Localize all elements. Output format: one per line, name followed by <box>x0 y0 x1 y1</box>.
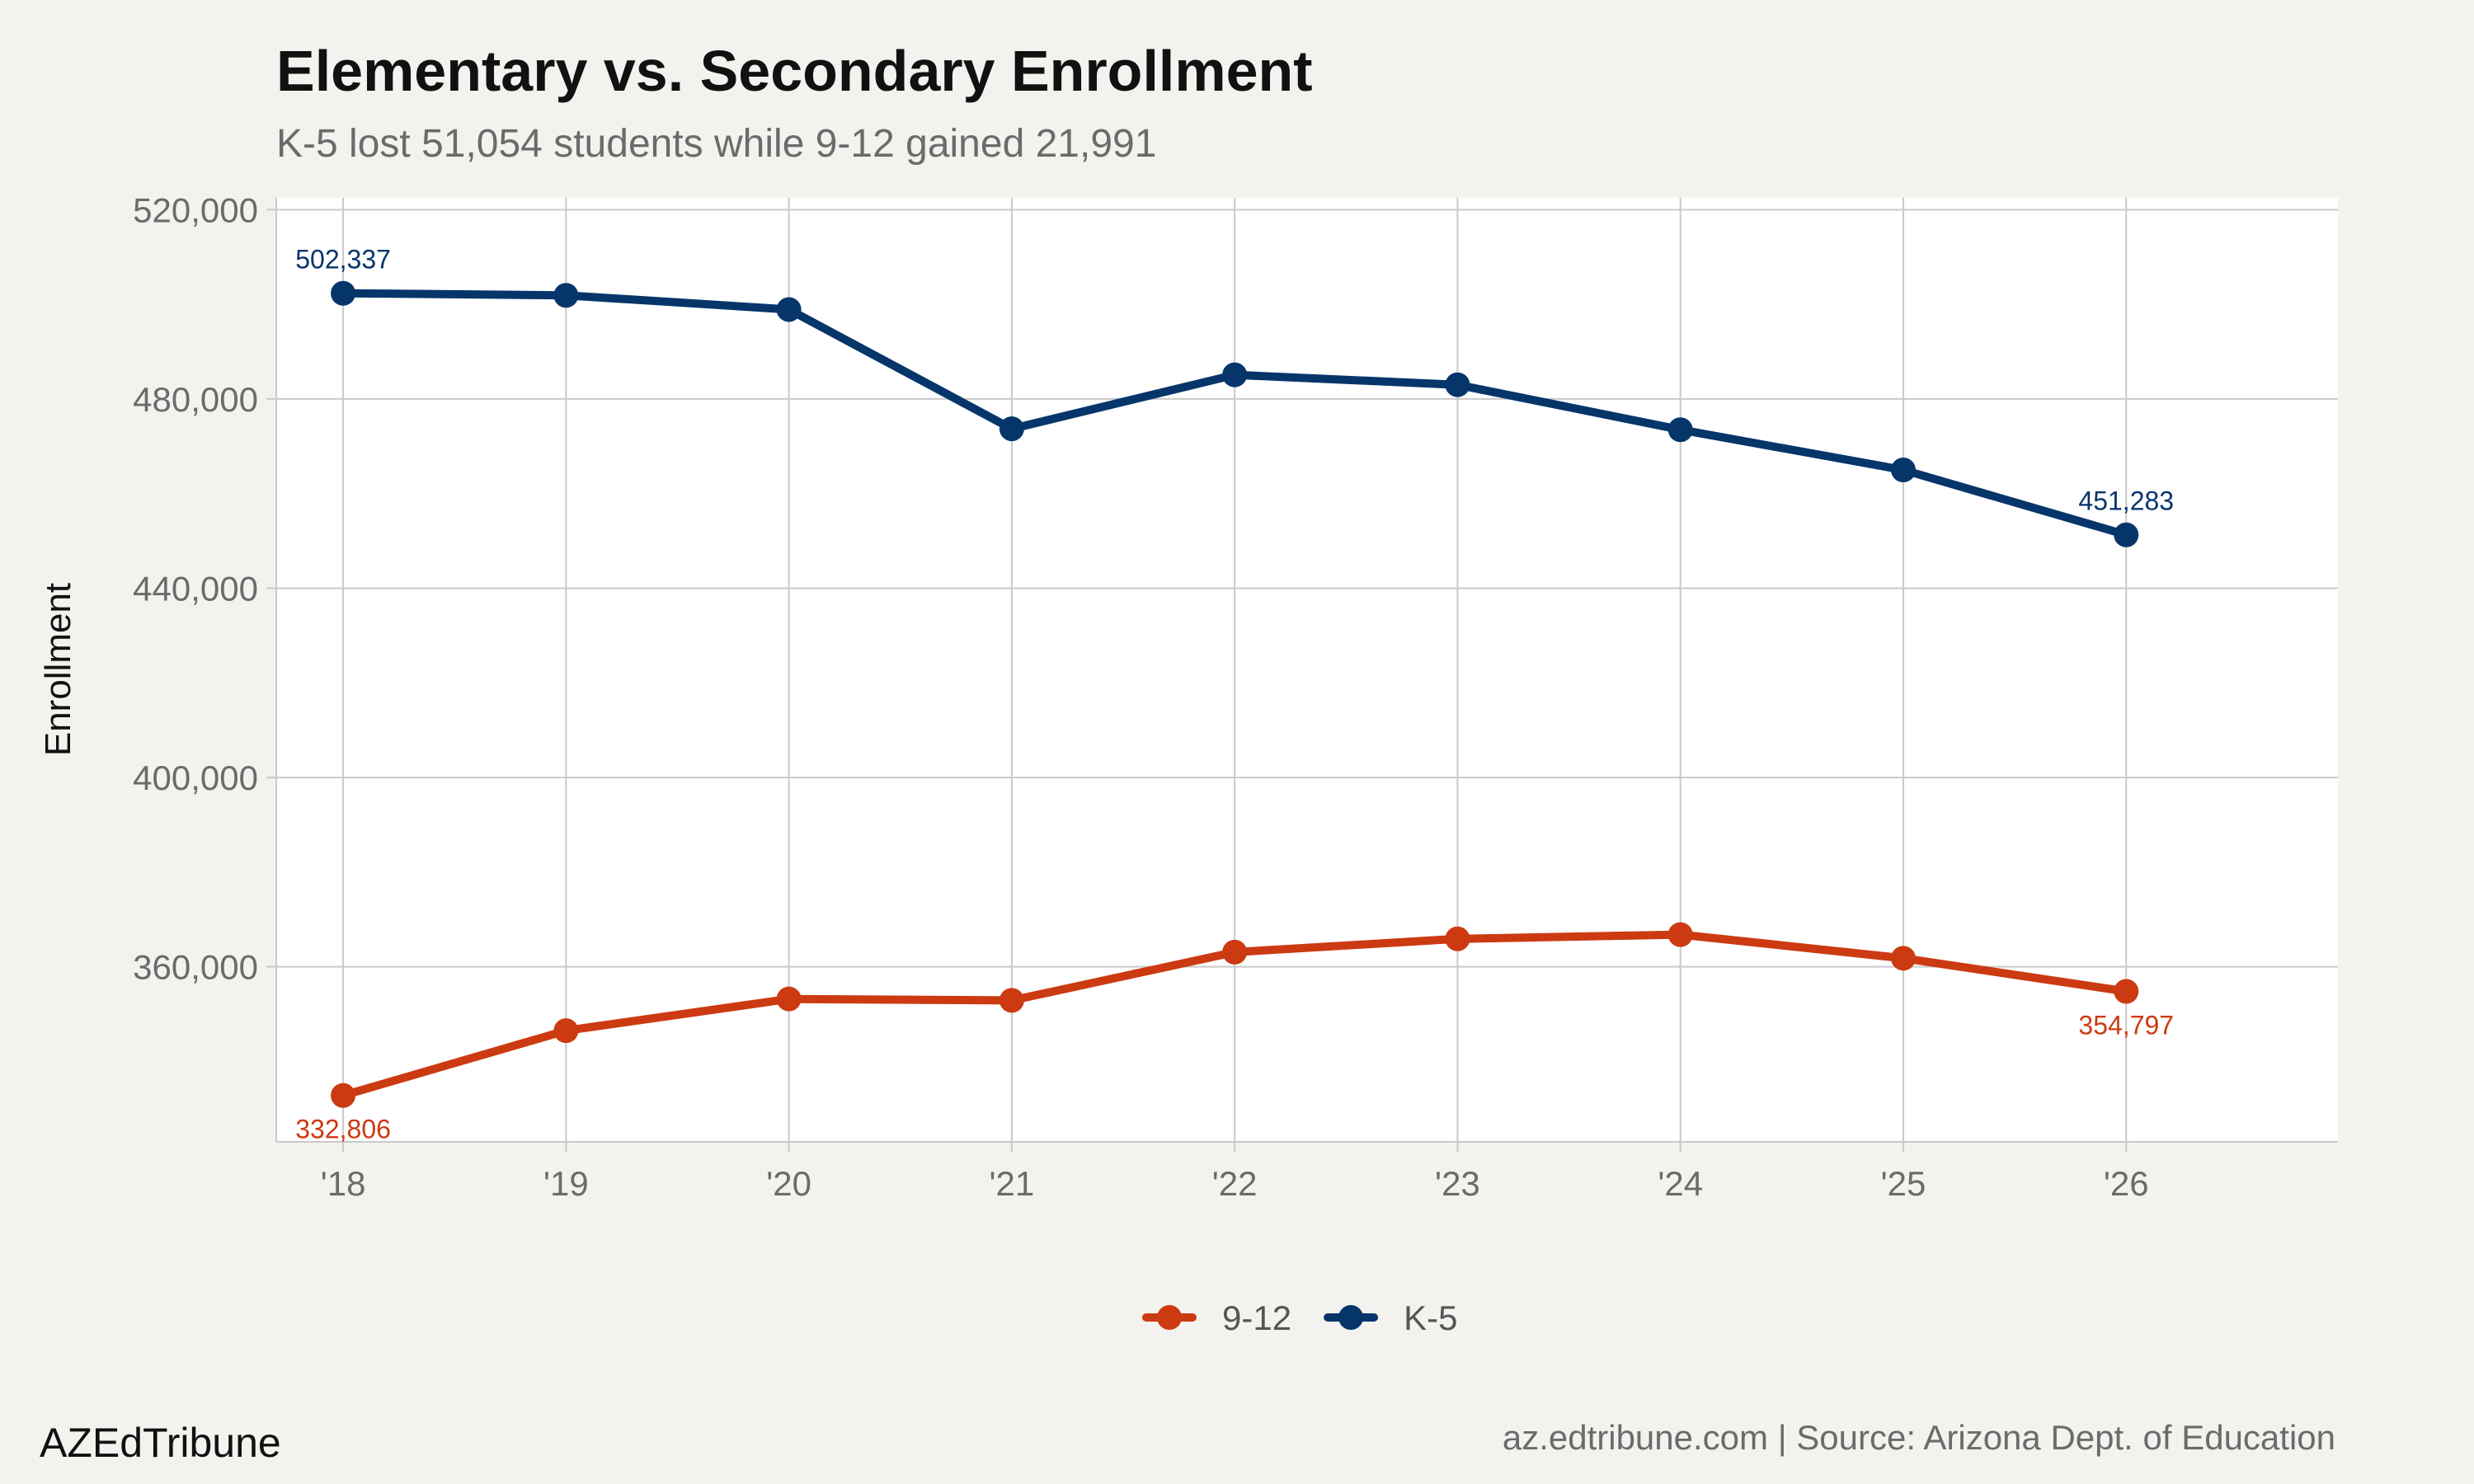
data-point-912 <box>1890 946 1916 971</box>
data-point-912 <box>1445 926 1470 951</box>
x-tick-label: '21 <box>990 1164 1035 1203</box>
x-tick-label: '19 <box>543 1164 589 1203</box>
legend-label-912: 9-12 <box>1222 1298 1291 1337</box>
x-gridlines <box>342 198 2128 1142</box>
chart-title: Elementary vs. Secondary Enrollment <box>276 39 1313 103</box>
data-label-k5: 502,337 <box>295 245 391 275</box>
plot-panel <box>276 198 2338 1142</box>
x-tick-label: '24 <box>1658 1164 1703 1203</box>
source-note: az.edtribune.com | Source: Arizona Dept.… <box>1503 1418 2335 1457</box>
data-point-912 <box>1667 922 1693 947</box>
y-axis-ticks: 360,000 400,000 440,000 480,000 520,000 <box>133 190 276 987</box>
y-tick-label: 440,000 <box>133 569 258 608</box>
legend: 9-12 K-5 <box>1142 1298 1457 1337</box>
axis-lines <box>275 198 2338 1143</box>
data-label-k5: 451,283 <box>2078 486 2174 516</box>
data-label-912: 332,806 <box>295 1115 391 1144</box>
data-point-912 <box>999 988 1024 1013</box>
y-tick-label: 520,000 <box>133 190 258 229</box>
y-axis-title: Enrollment <box>38 583 78 756</box>
legend-key-marker-k5 <box>1338 1305 1364 1330</box>
data-point-k5 <box>553 283 579 308</box>
data-point-k5 <box>999 416 1024 442</box>
y-tick-label: 480,000 <box>133 380 258 419</box>
y-tick-label: 400,000 <box>133 758 258 797</box>
data-point-912 <box>2114 979 2139 1004</box>
legend-key-marker-912 <box>1157 1305 1182 1330</box>
data-point-k5 <box>1445 372 1470 397</box>
series-layer <box>331 280 2139 1108</box>
chart-subtitle: K-5 lost 51,054 students while 9-12 gain… <box>276 122 1156 166</box>
data-point-912 <box>1222 939 1248 965</box>
data-point-k5 <box>331 280 356 306</box>
data-point-912 <box>331 1082 356 1108</box>
data-labels: 332,806 354,797 502,337 451,283 <box>295 245 2174 1144</box>
data-point-k5 <box>1667 417 1693 443</box>
data-point-k5 <box>776 297 802 322</box>
y-tick-label: 360,000 <box>133 948 258 987</box>
brand-wordmark: AZEdTribune <box>40 1420 281 1466</box>
x-axis-ticks: '18 '19 '20 '21 '22 '23 '24 '25 '26 <box>321 1142 2149 1203</box>
x-tick-label: '23 <box>1435 1164 1480 1203</box>
x-tick-label: '22 <box>1212 1164 1258 1203</box>
data-point-k5 <box>1222 362 1248 387</box>
x-tick-label: '20 <box>766 1164 811 1203</box>
x-tick-label: '25 <box>1881 1164 1926 1203</box>
y-gridlines <box>276 209 2338 968</box>
data-point-k5 <box>2114 522 2139 547</box>
data-point-912 <box>776 986 802 1012</box>
data-point-912 <box>553 1018 579 1044</box>
x-tick-label: '18 <box>321 1164 366 1203</box>
legend-label-k5: K-5 <box>1404 1298 1457 1337</box>
x-tick-label: '26 <box>2104 1164 2149 1203</box>
data-label-912: 354,797 <box>2078 1011 2174 1040</box>
data-point-k5 <box>1890 458 1916 483</box>
